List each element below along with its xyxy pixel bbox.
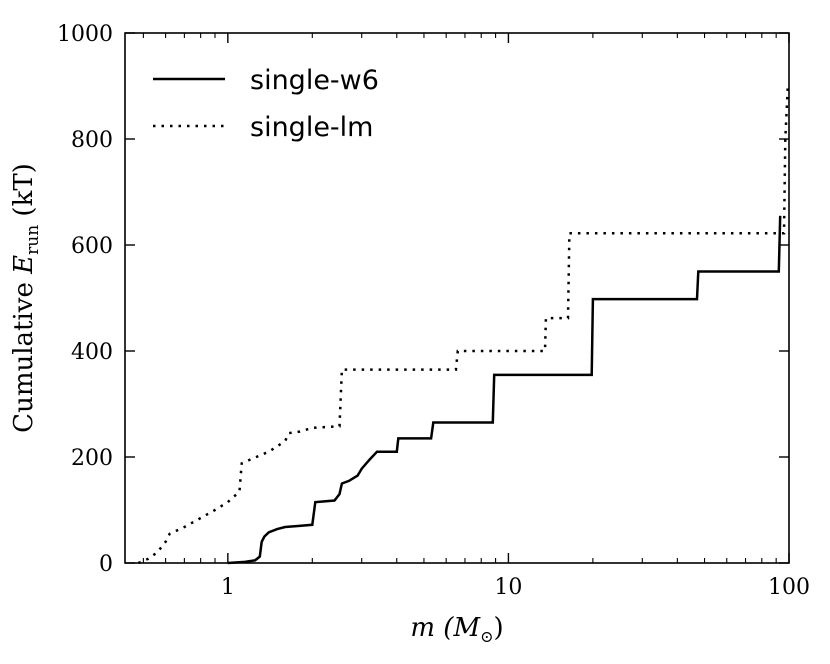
y-tick-label: 0 <box>99 552 113 577</box>
x-label-close: ) <box>493 613 503 643</box>
x-tick-label: 10 <box>494 575 522 600</box>
legend-label-single-lm: single-lm <box>250 112 373 143</box>
y-tick-label: 1000 <box>57 22 113 47</box>
y-label-text: Cumulative <box>9 274 39 433</box>
y-tick-label: 200 <box>71 446 113 471</box>
plot-frame <box>124 32 790 564</box>
x-label-sub: ⊙ <box>480 627 493 646</box>
x-axis-label: m (M⊙) <box>410 613 503 646</box>
y-label-sub: run <box>23 225 43 255</box>
series-line-single-w6 <box>227 215 782 565</box>
y-tick-label: 600 <box>71 234 113 259</box>
legend: single-w6 single-lm <box>153 65 379 143</box>
legend-label-single-w6: single-w6 <box>250 65 379 96</box>
series-line-single-lm <box>137 85 790 565</box>
y-axis-label: Cumulative Erun (kT) <box>9 163 43 433</box>
series-layer <box>137 85 790 565</box>
x-tick-label: 1 <box>221 575 235 600</box>
x-label-italic: m <box>410 613 435 643</box>
x-label-rest: (M <box>435 613 481 643</box>
x-tick-label: 100 <box>768 575 810 600</box>
y-label-rest: (kT) <box>9 163 39 225</box>
y-label-italic: E <box>9 255 39 275</box>
y-tick-label: 400 <box>71 340 113 365</box>
y-tick-label: 800 <box>71 128 113 153</box>
